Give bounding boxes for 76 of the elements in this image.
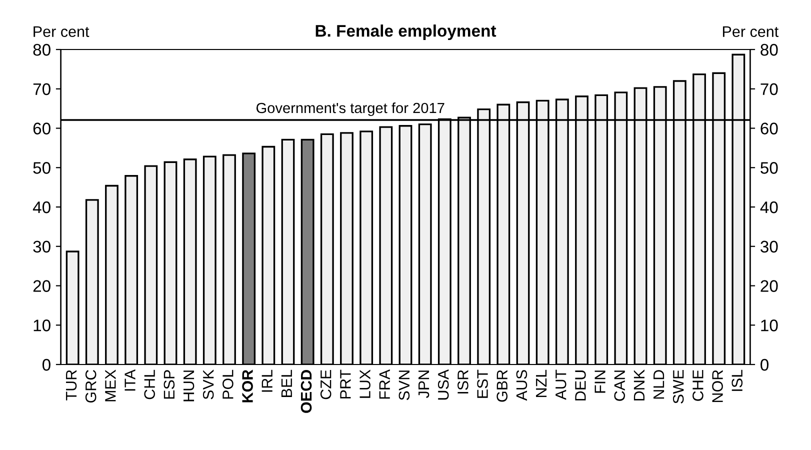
bar [164, 161, 178, 364]
x-tick-label: NLD [654, 370, 664, 399]
x-tick-label: CAN [614, 370, 626, 401]
x-tick-label: CHL [144, 370, 156, 400]
x-tick-label: AUS [516, 370, 528, 401]
x-tick-label: NZL [536, 370, 547, 397]
x-tick-label: FRA [379, 369, 390, 399]
x-tick-label: DNK [634, 370, 644, 400]
x-tick-label: HUN [184, 370, 194, 402]
y-tick-label: 60 [33, 122, 50, 134]
y-tick-label: 30 [33, 240, 50, 253]
bar [340, 132, 354, 364]
x-tick-label: GRC [85, 370, 96, 403]
x-tick-label: MEX [105, 370, 116, 402]
bar [202, 156, 216, 364]
x-tick-label: KOR [242, 370, 253, 402]
bar [124, 175, 138, 364]
y2-tick-label: 0 [760, 358, 769, 371]
x-tick-label: ISL [732, 370, 743, 391]
bar [183, 158, 197, 364]
y2-tick-label: 10 [761, 320, 778, 332]
bar [66, 250, 80, 364]
bar [262, 146, 276, 364]
y2-tick-label: 30 [760, 240, 778, 253]
y-tick-label: 40 [32, 201, 50, 214]
y2-tick-label: 70 [760, 83, 778, 96]
bar [144, 165, 158, 364]
bar [281, 138, 295, 364]
x-tick-label: ISR [458, 370, 468, 394]
x-tick-label: LUX [360, 370, 370, 398]
y2-tick-label: 50 [760, 162, 778, 174]
x-tick-label: EST [477, 370, 488, 398]
x-tick-label: SVN [398, 370, 410, 400]
y2-tick-label: 80 [760, 44, 778, 56]
x-tick-label: IRL [262, 370, 272, 392]
y2-tick-label: 40 [760, 201, 778, 214]
y-tick-label: 50 [33, 162, 50, 174]
y-tick-label: 80 [33, 44, 50, 56]
y-tick-label: 10 [34, 320, 50, 332]
y-tick-label: 70 [33, 83, 50, 96]
x-tick-label: NOR [712, 370, 723, 402]
y-tick-label: 0 [42, 358, 50, 371]
bar [222, 154, 236, 364]
y2-tick-label: 20 [760, 280, 778, 292]
y2-axis-title: Per cent [722, 26, 779, 38]
x-tick-label: GBR [496, 370, 508, 402]
x-tick-label: SWE [672, 370, 684, 404]
bar [379, 126, 393, 364]
ref-line-label: Government's target for 2017 [256, 102, 444, 116]
x-tick-label: CHE [692, 370, 704, 401]
x-tick-label: USA [438, 369, 449, 400]
bar [320, 133, 334, 364]
x-tick-label: JPN [418, 370, 430, 398]
bar [360, 130, 374, 364]
x-tick-label: TUR [66, 370, 77, 400]
y2-tick-label: 60 [760, 122, 778, 134]
y-axis-title: Per cent [34, 26, 90, 38]
bar [85, 199, 99, 364]
x-tick-label: POL [222, 370, 234, 399]
x-tick-label: DEU [575, 370, 586, 400]
x-tick-label: ITA [124, 369, 136, 391]
chart-title: B. Female employment [316, 24, 496, 40]
bar [398, 125, 412, 364]
x-tick-label: OECD [300, 370, 312, 413]
y-tick-label: 20 [33, 280, 50, 292]
x-tick-label: ESP [164, 370, 175, 399]
x-tick-label: FIN [594, 370, 606, 393]
bar [242, 152, 256, 364]
x-tick-label: SVK [202, 370, 214, 400]
x-tick-label: BEL [281, 370, 292, 397]
bar [418, 123, 432, 364]
x-tick-label: AUT [556, 370, 566, 400]
bar [300, 138, 314, 364]
x-tick-label: PRT [340, 370, 351, 398]
x-tick-label: CZE [320, 370, 332, 400]
bar [105, 184, 118, 364]
